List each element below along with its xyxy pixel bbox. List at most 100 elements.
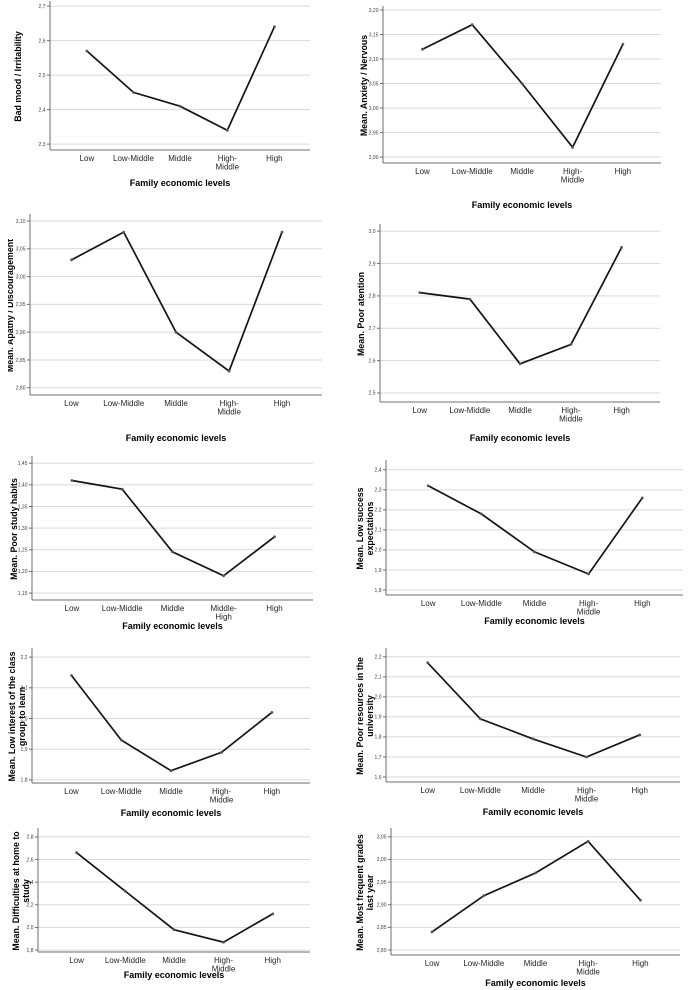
data-point-marker: [569, 343, 573, 346]
line-plot: 2,5 2,6 2,7 2,8 2,9 3,0 Low Low-Middle Middle Hig…: [356, 224, 660, 443]
data-point-marker: [426, 661, 430, 665]
data-point-marker: [621, 42, 625, 46]
x-tick-label: High: [264, 787, 280, 796]
x-tick-label: High: [632, 959, 648, 968]
y-tick-label: 2,9: [369, 261, 376, 267]
y-tick-label: 1,25: [18, 548, 28, 554]
y-tick-label: 2,5: [39, 73, 46, 79]
data-point-marker: [430, 930, 434, 934]
chart-10: 2,80 2,85 2,90 2,95 3,00 3,05 Low Low-Middle Mid…: [352, 816, 692, 990]
data-point-marker: [169, 769, 173, 773]
chart-7: 1,8 1,9 2,0 2,1 2,2 Low Low-Middle Middle High-M…: [8, 636, 344, 818]
x-tick-label: High: [265, 956, 281, 965]
y-tick-label: 1,35: [18, 504, 28, 510]
x-tick-label: High-Middle: [577, 599, 601, 617]
y-axis-label: Mean. Poor study habits: [9, 478, 19, 580]
data-point-marker: [585, 755, 588, 759]
y-tick-label: 2,7: [39, 4, 46, 10]
x-tick-label: Low-Middle: [461, 599, 502, 608]
x-tick-label: High-Middle: [576, 959, 600, 977]
x-tick-label: Middle: [508, 406, 532, 415]
y-tick-label: 1,45: [18, 461, 28, 467]
line-plot: 1,8 1,9 2,0 2,1 2,2 2,3 2,4 Low Low-Middle Middle…: [355, 460, 683, 626]
y-tick-label: 2,0: [21, 716, 28, 722]
y-axis-label: study: [21, 879, 31, 903]
data-point-marker: [178, 104, 182, 108]
data-point-marker: [531, 737, 535, 741]
x-axis-title: Family economic levels: [126, 433, 227, 443]
y-tick-label: 2,0: [375, 695, 382, 701]
x-axis-title: Family economic levels: [124, 970, 225, 980]
x-axis-title: Family economic levels: [130, 178, 231, 188]
data-point-marker: [426, 484, 430, 488]
y-axis-label: Mean. Anxiety / Nervous: [359, 35, 369, 136]
y-tick-label: 1,8: [21, 778, 28, 784]
x-axis-title: Family economic levels: [470, 433, 571, 443]
data-point-marker: [132, 91, 135, 94]
x-tick-label: Middle: [523, 599, 547, 608]
data-point-marker: [271, 912, 275, 916]
data-point-marker: [70, 479, 74, 482]
x-tick-label: High: [266, 154, 282, 163]
data-point-marker: [273, 25, 276, 29]
y-tick-label: 2,1: [375, 528, 382, 534]
data-point-marker: [172, 928, 176, 932]
x-tick-label: High-Middle: [210, 787, 234, 805]
y-tick-label: 1,8: [27, 948, 34, 954]
x-tick-label: Low-Middle: [103, 399, 144, 408]
line-plot: 1,8 2,0 2,2 2,4 2,6 2,8 Low Low-Middle Middle Hig…: [11, 828, 310, 980]
y-tick-label: 1,7: [375, 755, 382, 761]
x-tick-label: High: [634, 599, 650, 608]
x-tick-label: Low: [415, 167, 430, 176]
data-point-marker: [85, 49, 89, 53]
data-point-marker: [120, 487, 124, 491]
y-tick-label: 2,90: [16, 330, 26, 336]
data-point-marker: [220, 750, 224, 754]
chart-1: 2,3 2,4 2,5 2,6 2,7 Low Low-Middle Middle High-M…: [8, 0, 344, 196]
x-tick-label: Middle: [524, 959, 548, 968]
data-point-marker: [520, 82, 524, 85]
x-tick-label: High: [615, 167, 631, 176]
data-point-marker: [222, 574, 226, 578]
x-tick-label: Low: [64, 399, 79, 408]
x-tick-label: High-Middle: [217, 399, 241, 417]
data-line: [419, 247, 623, 365]
line-plot: 1,8 1,9 2,0 2,1 2,2 Low Low-Middle Middle High-M…: [8, 648, 310, 818]
y-tick-label: 2,95: [377, 880, 387, 886]
y-tick-label: 2,90: [369, 155, 379, 161]
y-tick-label: 2,85: [16, 358, 26, 364]
x-tick-label: High-Middle: [561, 167, 585, 185]
y-axis-label: Mean. Poor resources in the: [355, 657, 365, 775]
y-axis-label: Mean. Low interest of the class: [8, 651, 17, 781]
data-point-marker: [571, 145, 574, 149]
data-point-marker: [227, 369, 231, 373]
chart-3: 2,80 2,85 2,90 2,95 3,00 3,05 3,10 Low Low-Middl…: [8, 206, 344, 448]
y-axis-label: Mean. Difficulties at home to: [11, 831, 21, 951]
data-point-marker: [586, 839, 590, 843]
y-tick-label: 3,05: [16, 247, 26, 253]
y-tick-label: 1,40: [18, 483, 28, 489]
y-tick-label: 2,2: [21, 655, 28, 661]
line-plot: 2,80 2,85 2,90 2,95 3,00 3,05 Low Low-Middle Mid…: [355, 828, 680, 988]
data-point-marker: [222, 940, 225, 944]
y-tick-label: 2,8: [27, 835, 34, 841]
data-point-marker: [587, 572, 590, 576]
y-tick-label: 1,8: [375, 588, 382, 594]
x-tick-label: Low-Middle: [449, 406, 490, 415]
x-axis-title: Family economic levels: [485, 978, 586, 988]
y-tick-label: 2,5: [369, 391, 376, 397]
y-tick-label: 3,0: [369, 229, 376, 235]
x-tick-label: Low-Middle: [101, 787, 142, 796]
data-point-marker: [70, 674, 73, 677]
x-axis-title: Family economic levels: [483, 807, 584, 816]
x-tick-label: High-Middle: [216, 154, 240, 172]
x-tick-label: Low-Middle: [113, 154, 154, 163]
y-tick-label: 3,10: [369, 57, 379, 63]
data-point-marker: [533, 550, 536, 554]
y-tick-label: 2,6: [27, 857, 34, 863]
y-tick-label: 2,95: [16, 302, 26, 308]
y-axis-label: group to learn: [17, 687, 27, 746]
x-tick-label: Middle: [161, 604, 185, 613]
data-point-marker: [270, 711, 274, 714]
y-tick-label: 3,05: [369, 81, 379, 87]
